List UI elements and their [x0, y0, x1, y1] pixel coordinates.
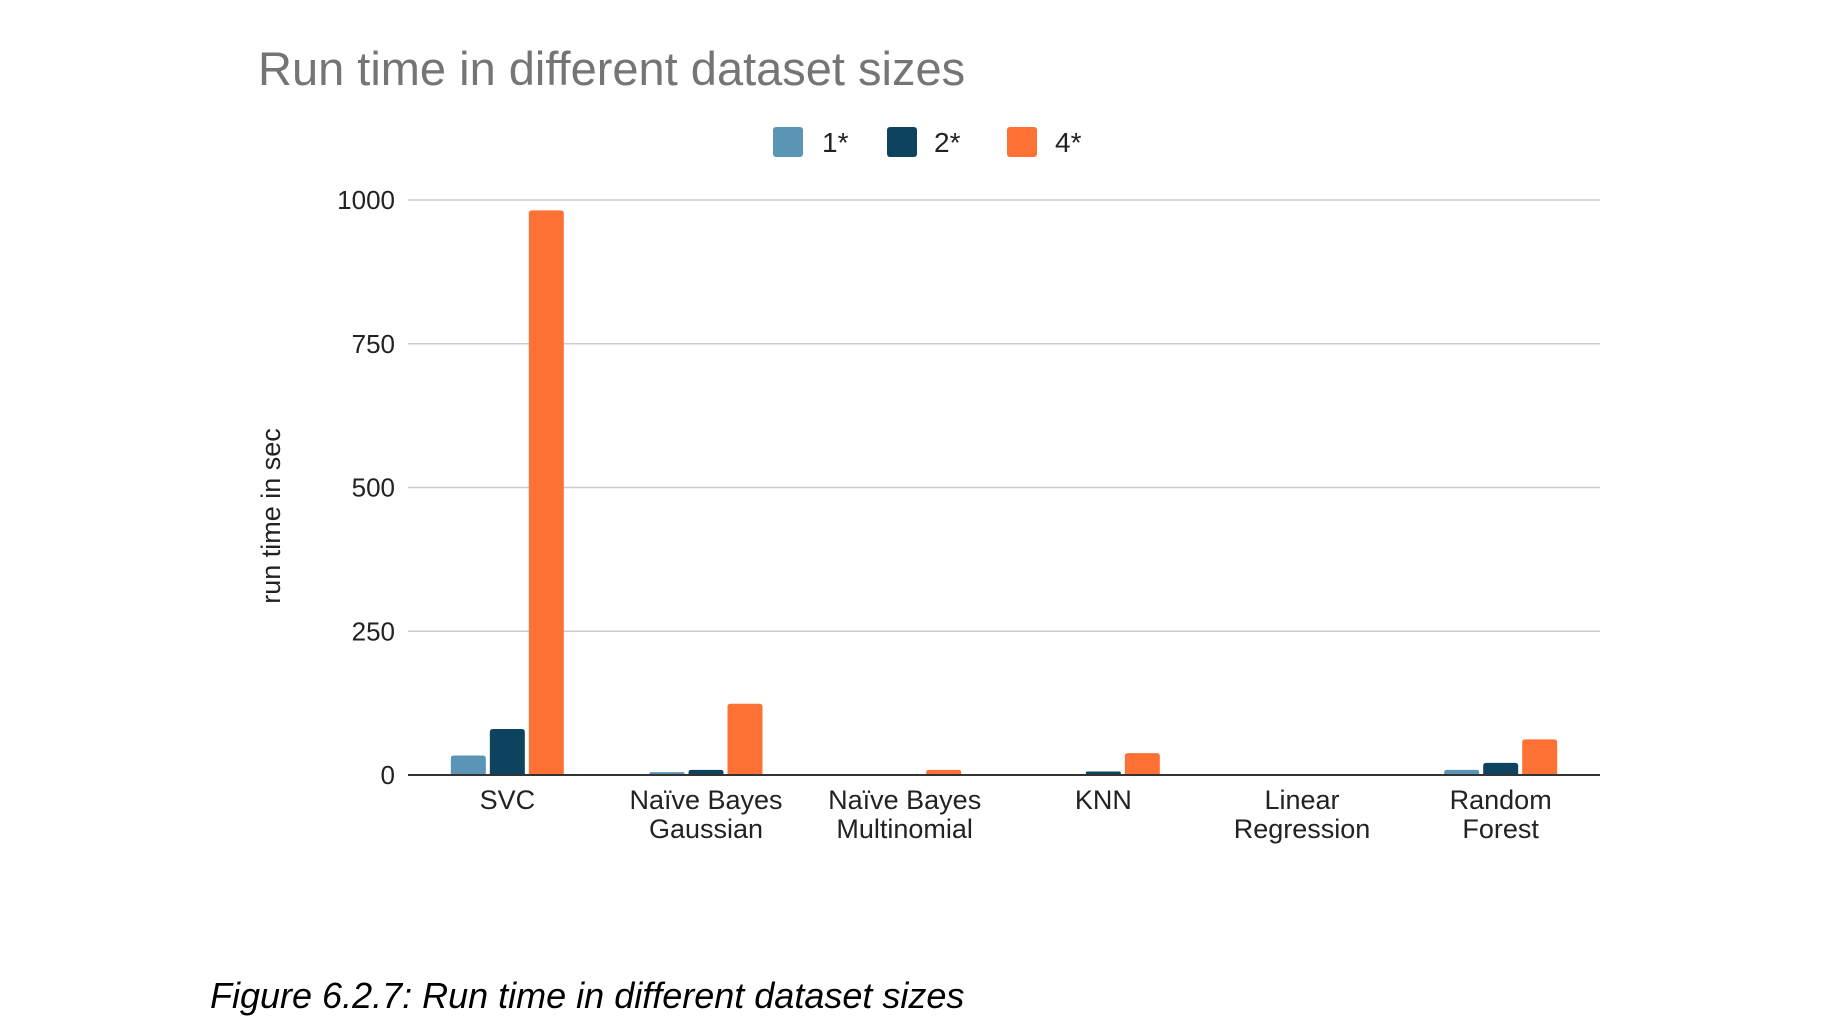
bar-2-5	[1483, 762, 1519, 775]
x-tick-labels: SVC Naïve Bayes Gaussian Naïve Bayes Multino…	[480, 785, 1552, 844]
legend-label-2: 2*	[934, 127, 961, 158]
bar-1-0	[450, 755, 486, 775]
x-tick-label: SVC	[480, 785, 536, 815]
bar-1-5	[1444, 769, 1480, 775]
bar-2-0	[489, 729, 525, 775]
x-tick-label: KNN	[1075, 785, 1132, 815]
bar-2-1	[688, 769, 724, 775]
y-tick-label: 0	[381, 760, 395, 790]
legend-label-3: 4*	[1055, 127, 1082, 158]
bar-4-5	[1522, 739, 1558, 775]
chart-title: Run time in different dataset sizes	[258, 42, 965, 95]
bar-4-2	[926, 769, 962, 775]
y-tick-label: 250	[352, 616, 395, 646]
bar-4-3	[1124, 753, 1160, 775]
legend: 1* 2* 4*	[773, 127, 1082, 158]
gridlines	[408, 199, 1600, 632]
y-tick-labels: 0 250 500 750 1000	[337, 185, 395, 790]
legend-swatch-2	[887, 127, 917, 157]
y-tick-label: 1000	[337, 185, 395, 215]
x-tick-label: Naïve Bayes Multinomial	[828, 785, 981, 844]
figure-caption: Figure 6.2.7: Run time in different data…	[210, 975, 965, 1016]
bar-4-0	[528, 210, 564, 776]
legend-swatch-1	[773, 127, 803, 157]
x-tick-label: Linear Regression	[1234, 785, 1371, 844]
legend-swatch-3	[1007, 127, 1037, 157]
y-tick-label: 750	[352, 329, 395, 359]
bars	[450, 210, 1558, 776]
legend-label-1: 1*	[822, 127, 849, 158]
y-axis-label: run time in sec	[256, 428, 286, 604]
y-tick-label: 500	[352, 473, 395, 503]
bar-4-1	[727, 703, 763, 775]
x-tick-label: Naïve Bayes Gaussian	[629, 785, 782, 844]
x-tick-label: Random Forest	[1450, 785, 1552, 844]
